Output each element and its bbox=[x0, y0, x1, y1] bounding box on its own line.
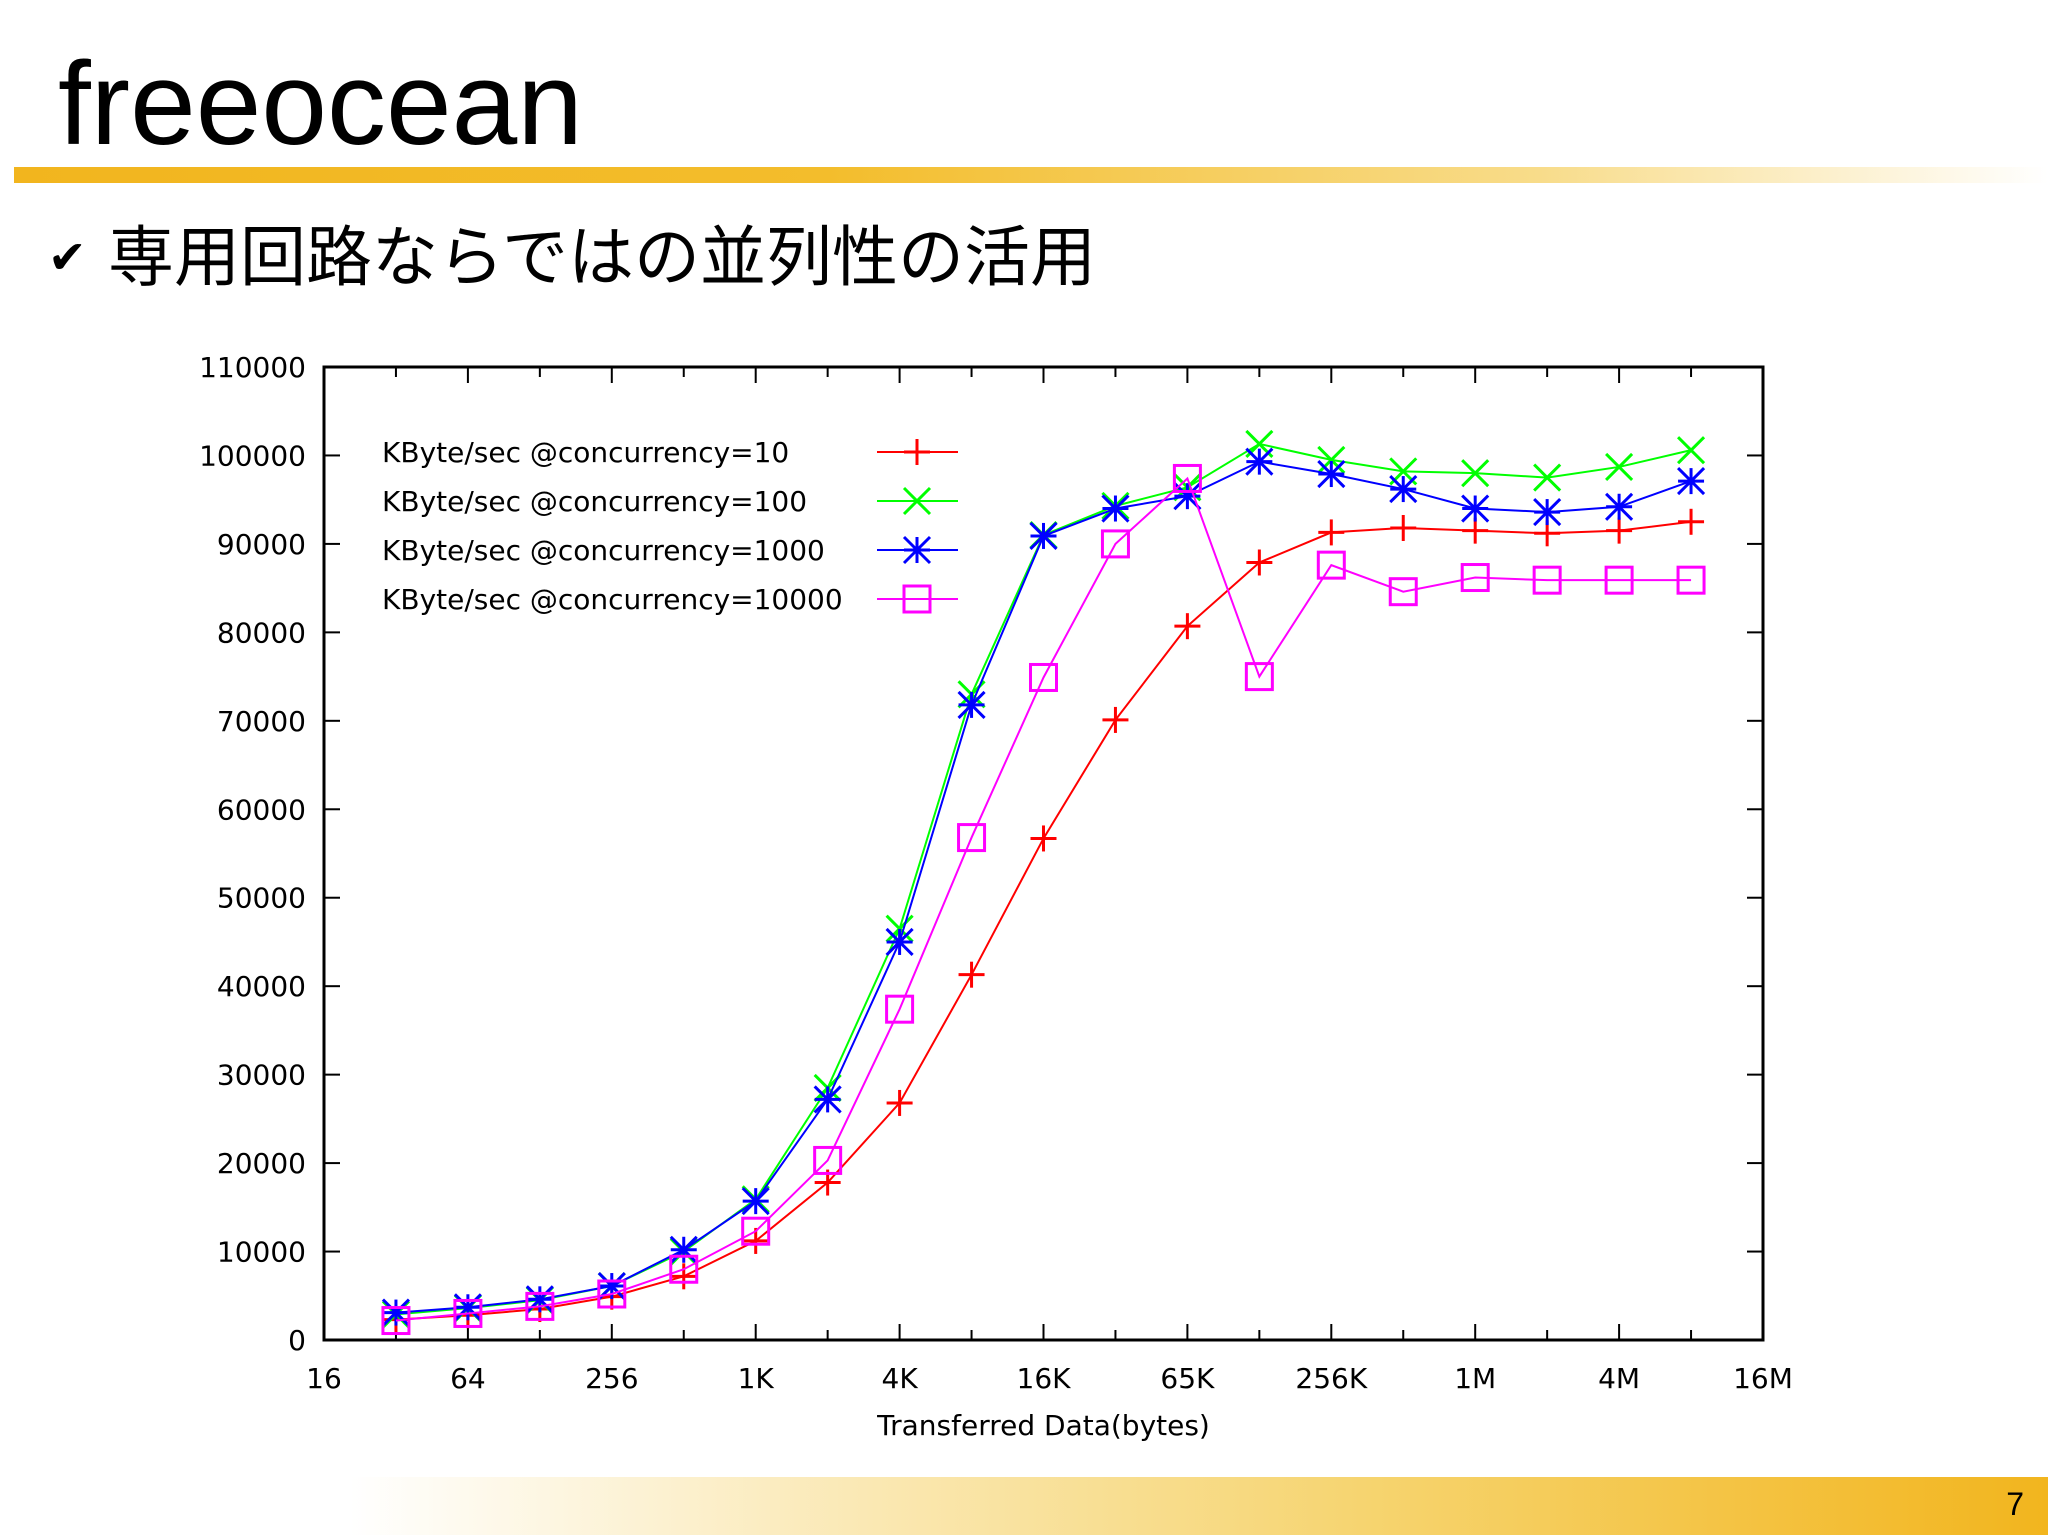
data-point bbox=[1461, 494, 1490, 523]
data-point bbox=[957, 823, 987, 853]
data-point bbox=[1245, 447, 1274, 476]
data-point bbox=[1030, 825, 1057, 852]
legend-marker bbox=[904, 439, 930, 465]
x-tick-label: 16K bbox=[1017, 1362, 1072, 1395]
data-point bbox=[1102, 706, 1129, 733]
data-point bbox=[1676, 565, 1706, 595]
data-point bbox=[1533, 498, 1562, 527]
data-point bbox=[669, 1235, 698, 1264]
x-tick-label: 65K bbox=[1160, 1362, 1215, 1395]
data-point bbox=[1604, 565, 1634, 595]
x-axis-label: Transferred Data(bytes) bbox=[876, 1409, 1210, 1442]
legend-label: KByte/sec @concurrency=10 bbox=[382, 436, 789, 469]
data-point bbox=[1462, 517, 1489, 544]
data-point bbox=[381, 1306, 411, 1336]
data-point bbox=[1029, 662, 1058, 692]
data-point bbox=[1676, 436, 1706, 465]
data-point bbox=[1461, 459, 1490, 488]
footer-band bbox=[350, 1477, 2048, 1535]
data-point bbox=[1246, 549, 1273, 576]
data-point bbox=[453, 1293, 482, 1322]
data-point bbox=[1390, 514, 1417, 541]
x-tick-label: 1K bbox=[738, 1362, 775, 1395]
data-point bbox=[1318, 519, 1345, 546]
y-tick-label: 60000 bbox=[217, 793, 306, 826]
data-point bbox=[1316, 550, 1346, 580]
data-point bbox=[1172, 463, 1202, 493]
data-point bbox=[453, 1298, 483, 1328]
title-underline bbox=[14, 167, 2048, 183]
bullet-text: 専用回路ならではの並列性の活用 bbox=[108, 219, 1097, 296]
data-point bbox=[1678, 508, 1705, 535]
data-point bbox=[525, 1285, 554, 1314]
data-point bbox=[1317, 459, 1346, 489]
check-mark-icon: ✔ bbox=[48, 230, 87, 284]
y-tick-label: 90000 bbox=[217, 528, 306, 561]
data-point bbox=[1389, 475, 1418, 504]
legend-label: KByte/sec @concurrency=100 bbox=[382, 485, 807, 518]
data-point bbox=[1605, 492, 1634, 521]
series-line bbox=[395, 442, 1692, 1316]
data-point bbox=[1532, 565, 1562, 595]
series-line bbox=[395, 520, 1692, 1321]
x-tick-label: 4M bbox=[1598, 1362, 1640, 1395]
legend-marker bbox=[902, 486, 932, 516]
data-point bbox=[813, 1145, 843, 1175]
data-point bbox=[886, 1089, 913, 1116]
y-tick-label: 20000 bbox=[217, 1147, 306, 1180]
data-point bbox=[525, 1291, 555, 1321]
data-point bbox=[813, 1085, 842, 1114]
data-point bbox=[885, 994, 915, 1024]
legend-label: KByte/sec @concurrency=10000 bbox=[382, 583, 843, 616]
data-point bbox=[1029, 521, 1058, 551]
data-point bbox=[741, 1187, 770, 1216]
data-point bbox=[1174, 613, 1201, 640]
data-point bbox=[1676, 467, 1706, 496]
x-tick-label: 1M bbox=[1454, 1362, 1496, 1395]
x-tick-label: 4K bbox=[882, 1362, 919, 1395]
data-point bbox=[1533, 463, 1562, 492]
series-line bbox=[395, 476, 1692, 1322]
x-tick-label: 16M bbox=[1733, 1362, 1793, 1395]
x-tick-label: 64 bbox=[450, 1362, 486, 1395]
data-point bbox=[670, 1263, 697, 1290]
data-point bbox=[669, 1254, 699, 1284]
legend-label: KByte/sec @concurrency=1000 bbox=[382, 534, 825, 567]
data-point bbox=[1317, 445, 1346, 474]
y-tick-label: 10000 bbox=[217, 1236, 306, 1269]
data-point bbox=[1100, 529, 1130, 559]
slide-title: freeocean bbox=[58, 38, 583, 170]
data-point bbox=[957, 690, 986, 719]
y-tick-label: 50000 bbox=[217, 882, 306, 915]
y-tick-label: 40000 bbox=[217, 970, 306, 1003]
y-tick-label: 30000 bbox=[217, 1059, 306, 1092]
x-tick-label: 256K bbox=[1295, 1362, 1367, 1395]
data-point bbox=[1388, 577, 1418, 607]
data-point bbox=[958, 961, 985, 988]
data-point bbox=[741, 1216, 771, 1246]
legend-marker bbox=[902, 535, 932, 565]
y-tick-label: 80000 bbox=[217, 616, 306, 649]
data-point bbox=[885, 927, 914, 957]
data-point bbox=[1460, 563, 1490, 593]
y-tick-label: 0 bbox=[288, 1324, 306, 1357]
data-point bbox=[1605, 452, 1634, 482]
y-tick-label: 70000 bbox=[217, 705, 306, 738]
x-tick-label: 16 bbox=[306, 1362, 342, 1395]
data-point bbox=[885, 914, 914, 943]
data-point bbox=[1244, 662, 1274, 692]
y-tick-label: 110000 bbox=[199, 351, 306, 384]
data-point bbox=[1101, 494, 1130, 523]
data-point bbox=[381, 1298, 411, 1327]
data-point bbox=[597, 1279, 627, 1309]
data-point bbox=[1606, 517, 1633, 544]
legend-marker bbox=[902, 584, 932, 614]
y-tick-label: 100000 bbox=[199, 439, 306, 472]
page-number: 7 bbox=[2006, 1486, 2024, 1522]
x-tick-label: 256 bbox=[585, 1362, 638, 1395]
